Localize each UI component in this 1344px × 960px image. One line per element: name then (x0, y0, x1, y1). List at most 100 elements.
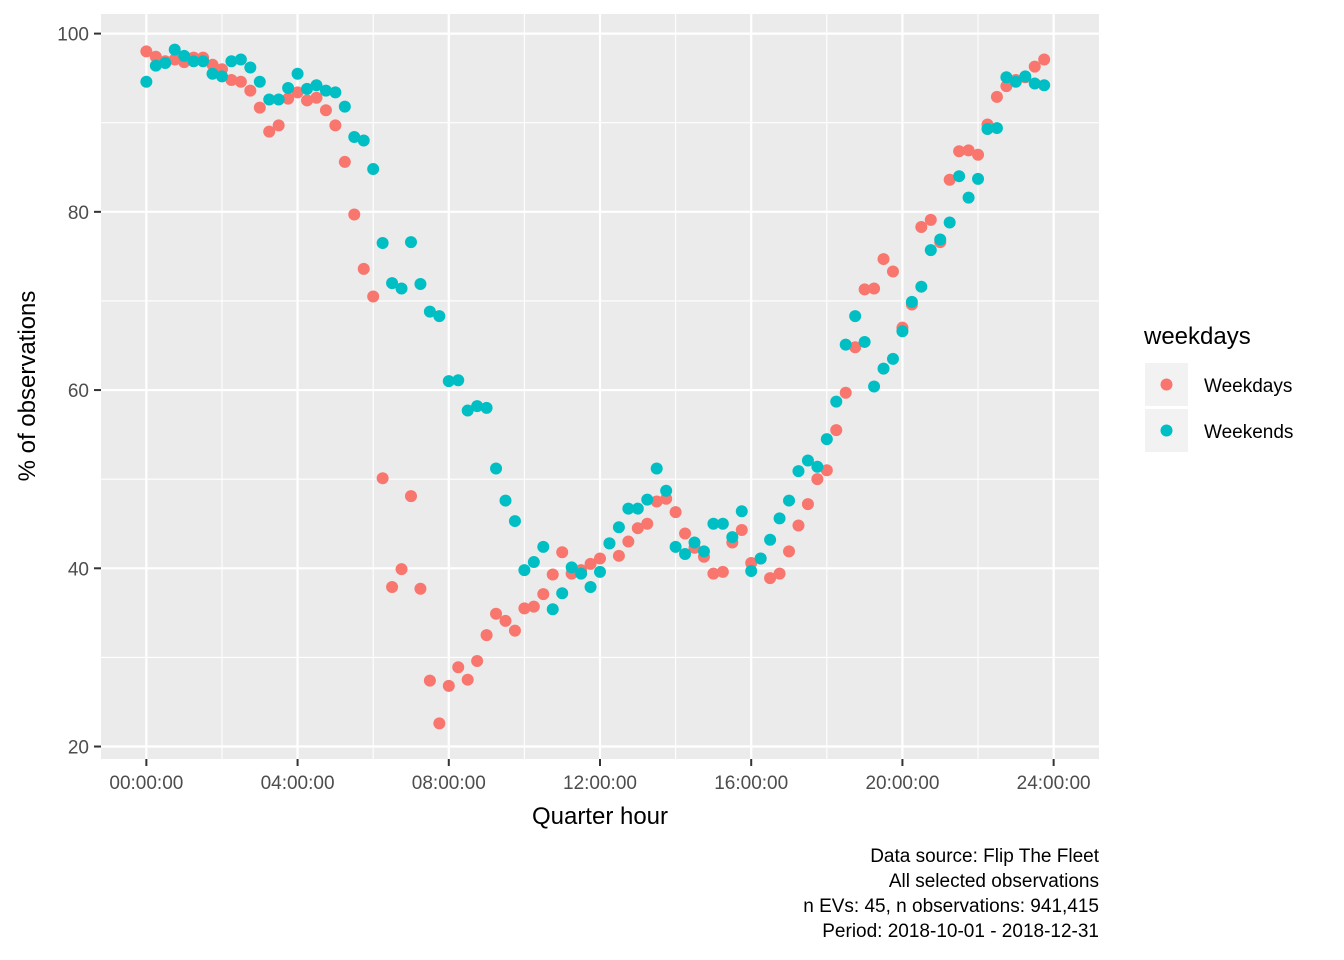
data-point-weekends (244, 61, 257, 74)
legend-label-weekdays: Weekdays (1204, 376, 1292, 397)
data-point-weekends (301, 82, 314, 95)
data-point-weekdays (225, 73, 238, 86)
data-point-weekdays (442, 679, 455, 692)
data-point-weekdays (386, 581, 399, 594)
data-point-weekdays (783, 545, 796, 558)
major-gridlines (101, 14, 1099, 759)
data-point-weekends (1038, 79, 1051, 92)
data-point-weekends (187, 55, 200, 68)
data-point-weekdays (915, 220, 928, 233)
data-point-weekends (499, 494, 512, 507)
data-point-weekdays (1038, 53, 1051, 66)
data-point-weekends (764, 533, 777, 546)
data-point-weekends (178, 49, 191, 62)
data-point-weekends (234, 53, 247, 66)
data-point-weekends (915, 280, 928, 293)
data-point-weekends (357, 134, 370, 147)
data-point-weekdays (584, 557, 597, 570)
data-point-weekends (858, 335, 871, 348)
data-point-weekends (868, 380, 881, 393)
caption-line-1: Data source: Flip The Fleet (870, 846, 1100, 867)
data-point-weekends (962, 191, 975, 204)
data-point-weekdays (234, 75, 247, 88)
data-point-weekdays (329, 119, 342, 132)
data-point-weekends (896, 325, 909, 338)
data-point-weekdays (716, 565, 729, 578)
data-point-weekends (754, 552, 767, 565)
data-point-weekdays (972, 148, 985, 161)
data-point-weekdays (376, 472, 389, 485)
data-point-weekdays (1028, 60, 1041, 73)
data-point-weekends (527, 556, 540, 569)
data-point-weekdays (924, 213, 937, 226)
x-tick-label: 20:00:00 (865, 773, 939, 794)
data-point-weekdays (839, 386, 852, 399)
data-point-weekends (594, 565, 606, 578)
data-point-weekdays (253, 101, 266, 114)
data-point-weekends (849, 310, 862, 323)
data-point-weekends (801, 454, 814, 467)
data-point-weekdays (301, 94, 314, 107)
data-point-weekends (830, 395, 843, 408)
data-point-weekends (905, 295, 918, 308)
data-point-weekends (386, 277, 399, 290)
data-point-weekends (735, 505, 748, 518)
data-point-weekends (556, 587, 569, 600)
y-tick-label: 80 (68, 203, 89, 224)
data-point-weekdays (348, 208, 361, 221)
y-axis-tick-labels: 20 40 60 80 100 (57, 25, 89, 759)
x-tick-label: 24:00:00 (1017, 773, 1091, 794)
data-point-weekends (329, 86, 342, 99)
caption-line-4: Period: 2018-10-01 - 2018-12-31 (822, 921, 1099, 942)
data-point-weekdays (943, 173, 956, 186)
data-point-weekends (159, 57, 172, 70)
legend: weekdays Weekdays Weekends (1143, 323, 1293, 452)
y-axis-title: % of observations (14, 291, 41, 482)
data-point-weekends (414, 278, 427, 291)
data-point-weekends (291, 67, 304, 80)
data-point-weekends (820, 433, 833, 446)
x-tick-label: 00:00:00 (109, 773, 183, 794)
data-point-weekends (943, 216, 956, 229)
data-point-weekends (168, 43, 181, 56)
data-point-weekdays (518, 602, 531, 615)
data-point-weekends (612, 521, 625, 534)
data-point-weekdays (310, 91, 323, 104)
data-point-weekdays (537, 588, 550, 601)
data-point-weekends (1000, 71, 1013, 84)
axis-ticks (94, 32, 1055, 766)
data-point-weekends (792, 465, 805, 478)
data-point-weekdays (631, 522, 644, 535)
y-tick-label: 100 (57, 25, 89, 46)
data-point-weekends (934, 233, 947, 246)
data-point-weekends (679, 548, 692, 561)
data-point-weekdays (508, 624, 521, 637)
data-point-weekends (263, 93, 276, 106)
data-point-weekends (461, 404, 474, 417)
data-point-weekdays (792, 519, 805, 532)
data-point-weekends (537, 540, 550, 553)
caption: Data source: Flip The Fleet All selected… (803, 846, 1099, 942)
data-point-weekends (783, 494, 796, 507)
data-point-weekends (508, 515, 521, 528)
data-point-weekdays (319, 104, 332, 117)
data-point-weekdays (471, 654, 484, 667)
data-point-weekends (206, 67, 219, 80)
data-point-weekdays (395, 563, 408, 576)
x-tick-label: 12:00:00 (563, 773, 637, 794)
data-point-weekends (367, 163, 380, 176)
data-point-weekdays (149, 50, 162, 63)
data-point-weekends (272, 93, 285, 106)
data-point-weekdays (953, 145, 966, 158)
data-points (140, 43, 1051, 730)
data-point-weekdays (244, 84, 257, 97)
data-point-weekends (773, 512, 786, 525)
data-point-weekdays (423, 674, 436, 687)
data-point-weekends (745, 564, 758, 577)
data-point-weekdays (291, 86, 304, 99)
data-point-weekends (565, 561, 578, 574)
data-point-weekdays (461, 673, 474, 686)
data-point-weekends (404, 236, 417, 249)
data-point-weekends (225, 55, 238, 68)
